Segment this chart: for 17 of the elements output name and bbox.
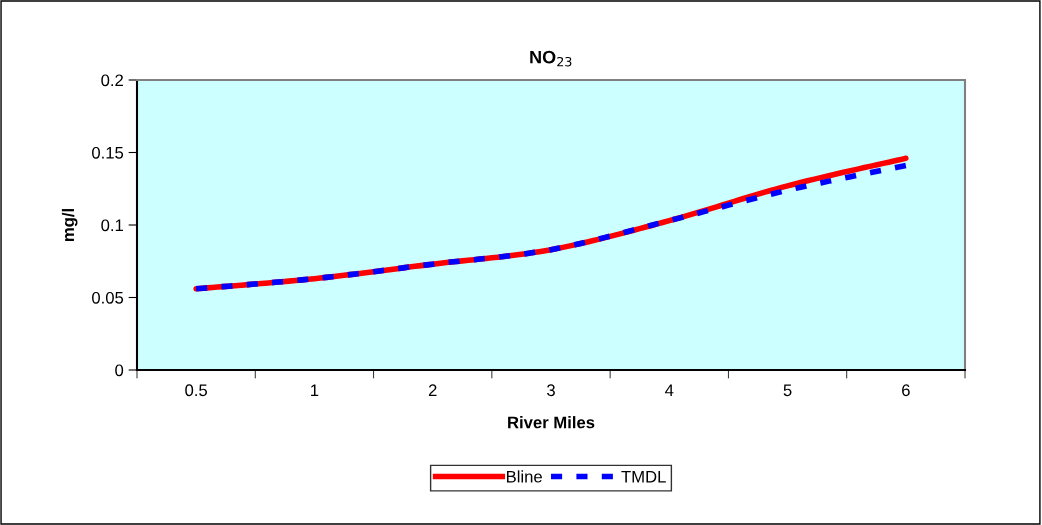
y-axis-title: mg/l [61, 209, 78, 242]
legend-label: TMDL [621, 470, 666, 483]
y-tick-label: 0.1 [101, 219, 123, 232]
y-tick-label: 0.2 [101, 74, 123, 87]
y-tick-label: 0 [115, 364, 124, 377]
x-tick-label: 6 [902, 384, 910, 397]
y-tick-label: 0.15 [92, 146, 124, 159]
x-tick-label: 3 [547, 384, 555, 397]
x-tick-label: 1 [311, 384, 319, 396]
x-axis-title: River Miles [508, 416, 595, 429]
y-tick-label: 0.05 [92, 291, 124, 304]
chart-title: NO$_{23}$ [530, 50, 572, 67]
x-tick-label: 5 [783, 384, 792, 397]
x-tick-label: 2 [428, 384, 437, 396]
x-tick-label: 0.5 [185, 384, 208, 397]
x-tick-label: 4 [665, 384, 674, 396]
legend-label: Bline [506, 470, 542, 483]
